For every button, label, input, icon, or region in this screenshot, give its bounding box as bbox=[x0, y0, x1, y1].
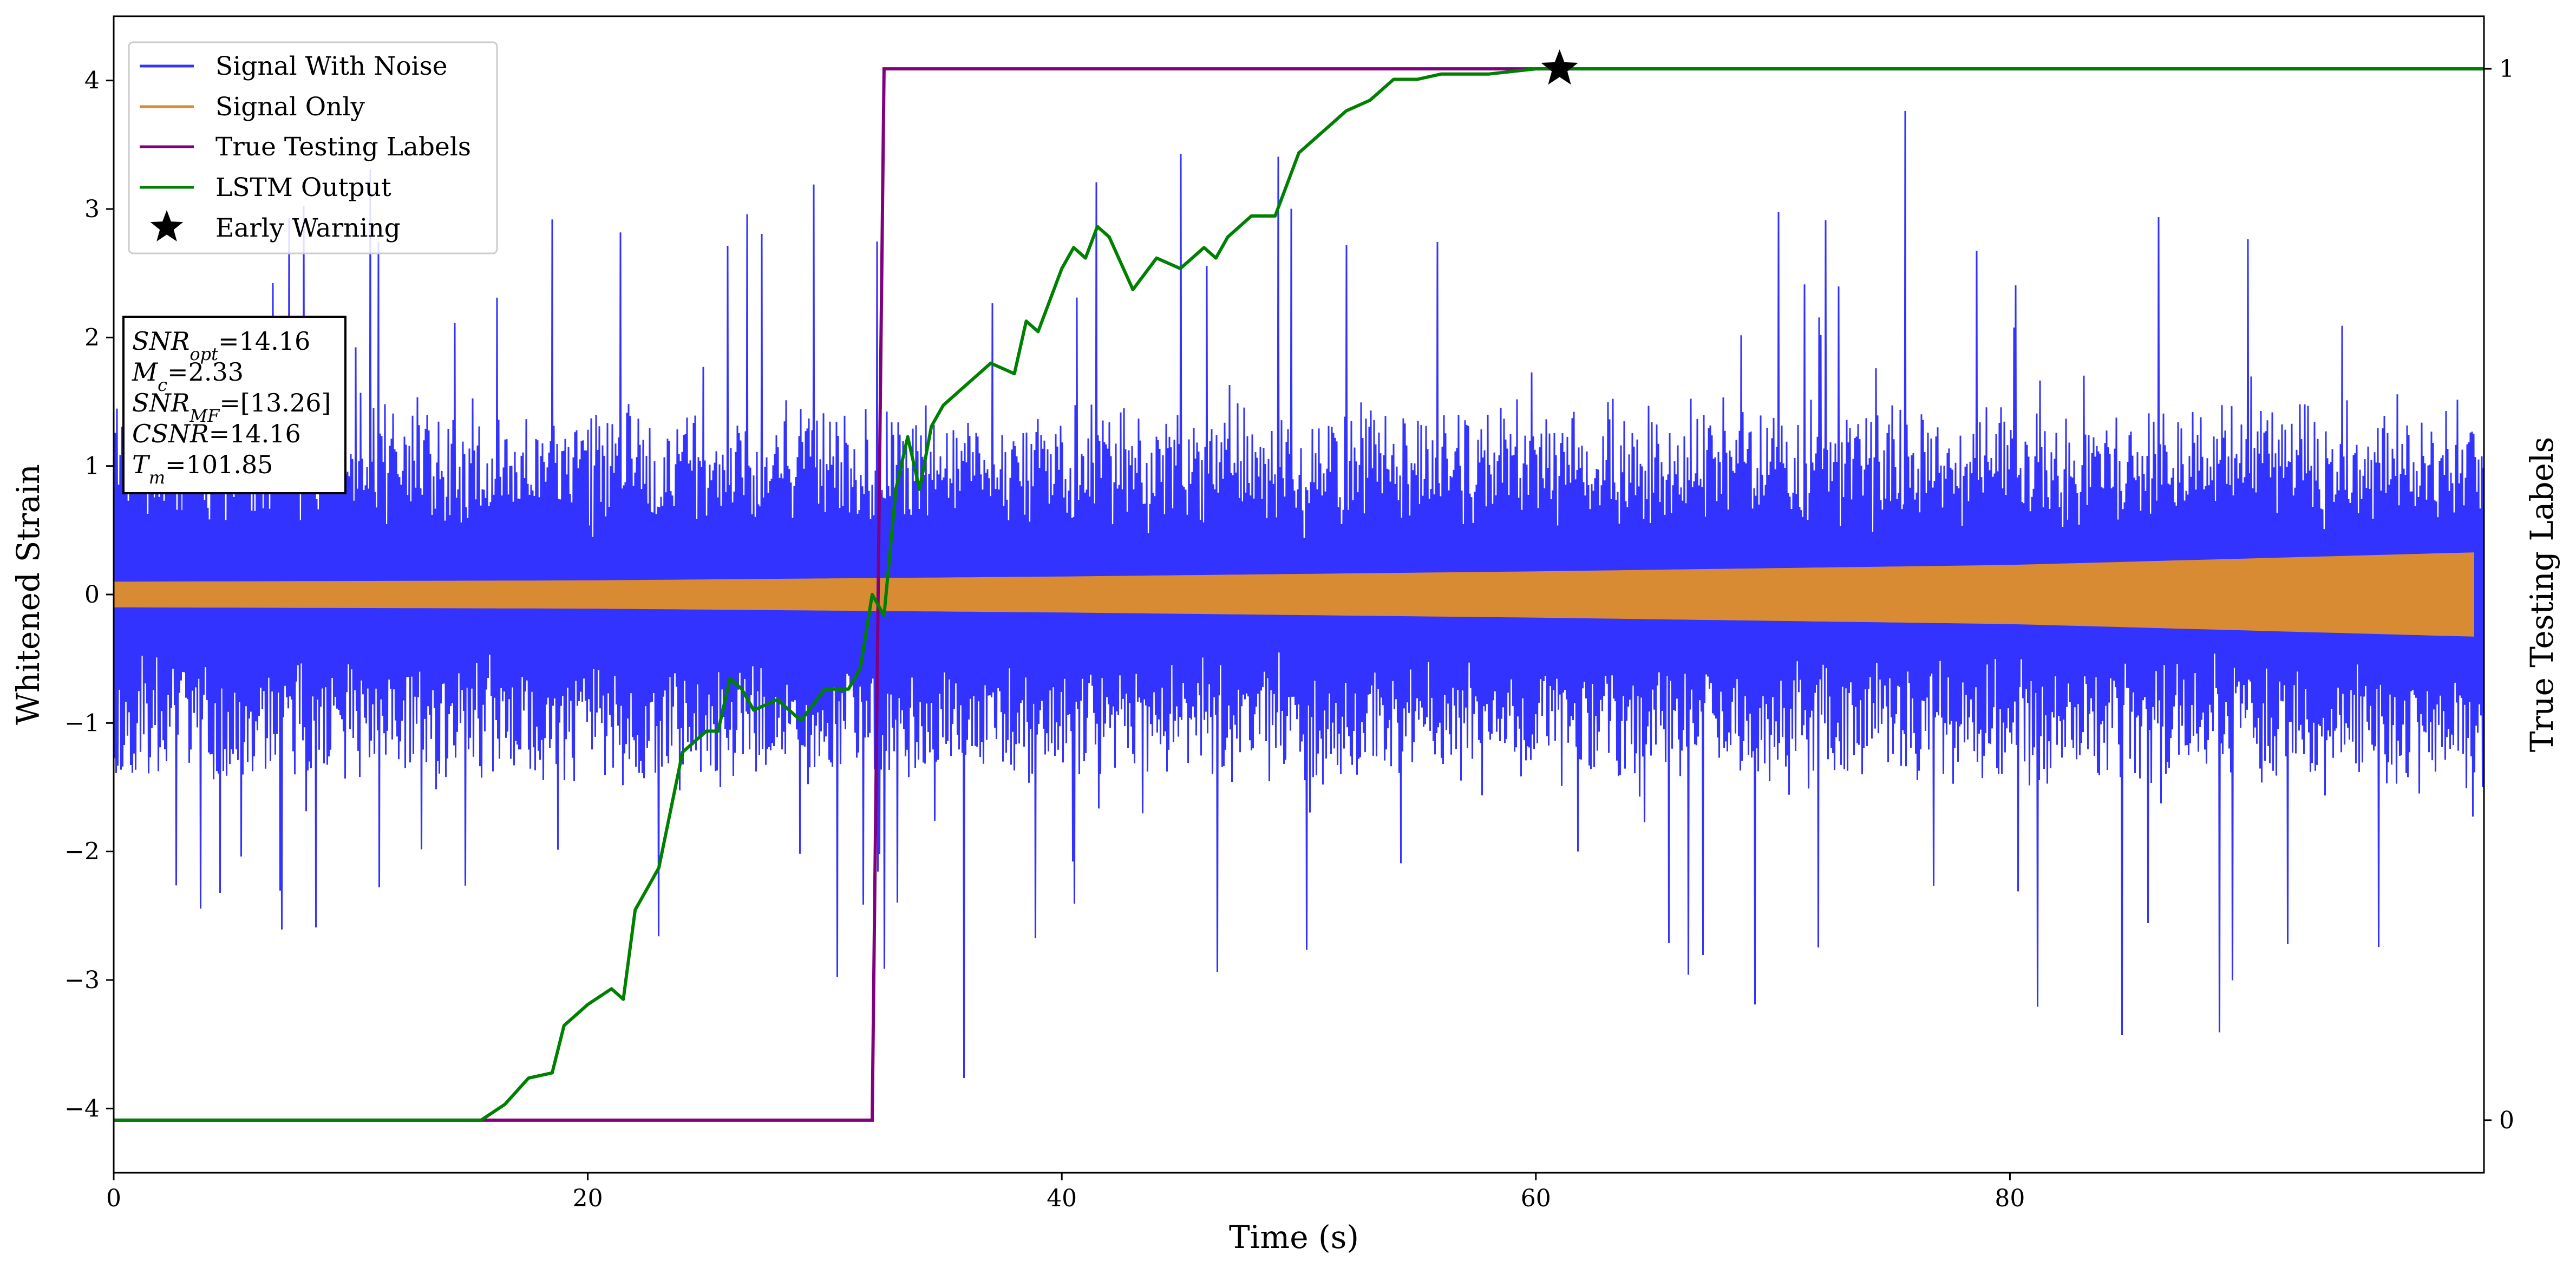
x-tick-label-40: 40 bbox=[1047, 1185, 1077, 1212]
annotation-csnr: CSNR=14.16 bbox=[132, 419, 301, 448]
x-tick-label-60: 60 bbox=[1521, 1185, 1551, 1212]
annotation-chirp-mass: Mc=2.33 bbox=[132, 357, 244, 395]
y-left-tick-label-0: 0 bbox=[84, 581, 100, 609]
lstm-output-line bbox=[114, 67, 2484, 1122]
y-left-tick-label-1: 1 bbox=[84, 453, 100, 480]
y-left-tick-label--1: −1 bbox=[64, 709, 100, 737]
x-tick-label-20: 20 bbox=[573, 1185, 603, 1212]
legend-label-signal-with-noise: Signal With Noise bbox=[215, 51, 448, 81]
y-right-tick-label-1: 1 bbox=[2499, 55, 2514, 83]
annotation-snr-mf: SNRMF=[13.26] bbox=[132, 388, 331, 426]
legend-frame bbox=[128, 41, 498, 254]
signal-only-band bbox=[114, 552, 2474, 637]
y-left-tick-label--2: −2 bbox=[64, 838, 100, 866]
y-right-tick-label-0: 0 bbox=[2499, 1107, 2514, 1134]
y-left-tick-label-3: 3 bbox=[84, 195, 100, 223]
y-left-tick-label-4: 4 bbox=[84, 67, 100, 95]
y-left-tick-label--4: −4 bbox=[64, 1095, 100, 1122]
metrics-annotation: SNRopt=14.16 Mc=2.33 SNRMF=[13.26] CSNR=… bbox=[122, 316, 346, 494]
y-axis-left-title: Whitened Strain bbox=[10, 464, 47, 725]
plot-area bbox=[114, 67, 2484, 1122]
x-tick-label-80: 80 bbox=[1995, 1185, 2025, 1212]
x-axis: 0 20 40 60 80 bbox=[106, 1173, 2025, 1212]
y-axis-left: −4 −3 −2 −1 0 1 2 3 4 bbox=[64, 67, 114, 1122]
legend-label-signal-only: Signal Only bbox=[215, 92, 365, 122]
y-axis-right-title: True Testing Labels bbox=[2523, 437, 2560, 752]
annotation-merger-time: Tm=101.85 bbox=[132, 450, 273, 488]
x-tick-label-0: 0 bbox=[106, 1185, 121, 1212]
signal-with-noise-line bbox=[114, 110, 2484, 1079]
annotation-box bbox=[122, 316, 346, 494]
early-warning-marker bbox=[1541, 49, 1578, 85]
x-axis-title: Time (s) bbox=[1229, 1219, 1359, 1256]
y-left-tick-label--3: −3 bbox=[64, 966, 100, 994]
annotation-snr-opt: SNRopt=14.16 bbox=[132, 326, 310, 364]
legend: Signal With Noise Signal Only True Testi… bbox=[128, 41, 498, 254]
y-left-tick-label-2: 2 bbox=[84, 324, 100, 351]
legend-label-early-warning: Early Warning bbox=[215, 213, 401, 243]
y-axis-right: 01 bbox=[2484, 55, 2514, 1134]
legend-label-lstm-output: LSTM Output bbox=[215, 173, 391, 202]
legend-label-true-testing-labels: True Testing Labels bbox=[215, 132, 471, 162]
legend-swatch-early-warning bbox=[150, 210, 184, 241]
